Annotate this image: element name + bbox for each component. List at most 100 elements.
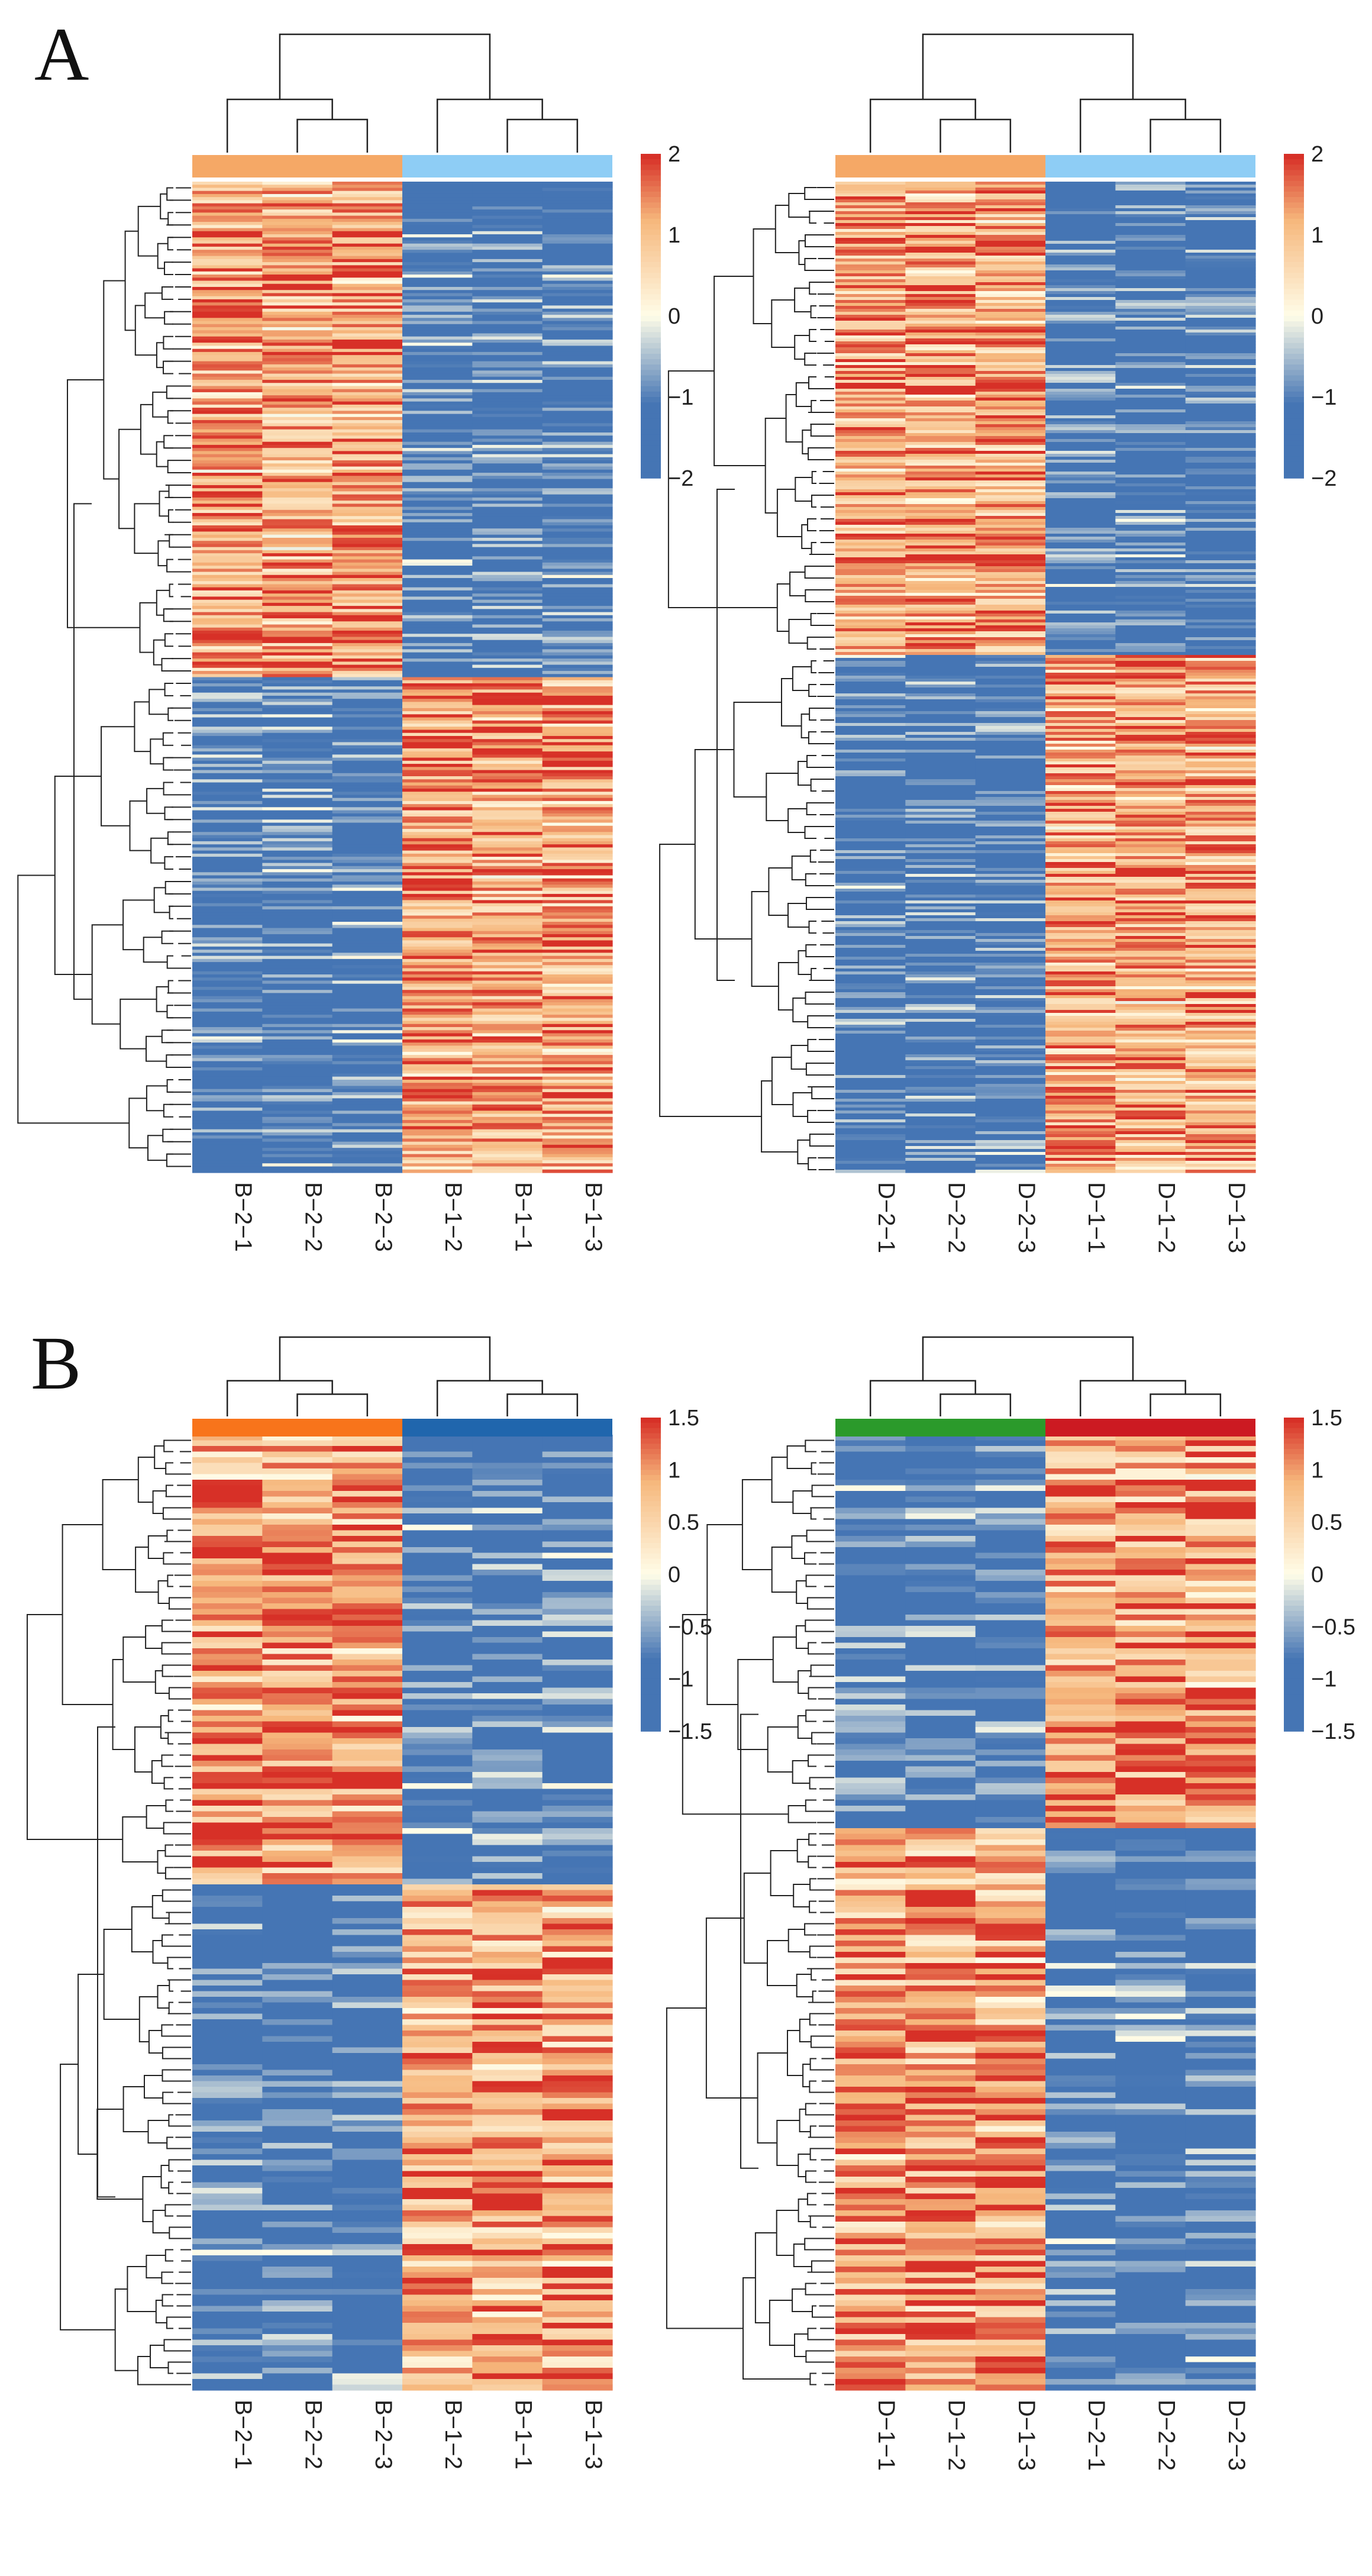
heatmap-cell xyxy=(905,602,976,605)
heatmap-cell xyxy=(332,1665,403,1671)
heatmap-cell xyxy=(835,477,906,481)
heatmap-cell xyxy=(975,572,1046,576)
heatmap-cell xyxy=(975,794,1046,798)
heatmap-cell xyxy=(262,2070,333,2076)
heatmap-cell xyxy=(262,1738,333,1745)
heatmap-cell xyxy=(905,563,976,567)
heatmap-cell xyxy=(402,1033,473,1037)
heatmap-cell xyxy=(1115,226,1186,230)
heatmap-cell xyxy=(192,218,263,222)
heatmap-cell xyxy=(402,881,473,885)
heatmap-cell xyxy=(1045,1164,1116,1167)
heatmap-cell xyxy=(905,220,976,224)
heatmap-cell xyxy=(975,374,1046,377)
dendrogram-branch xyxy=(771,299,795,348)
heatmap-cell xyxy=(1185,815,1256,818)
heatmap-cell xyxy=(402,2103,473,2110)
heatmap-cell xyxy=(402,813,473,817)
heatmap-cell xyxy=(402,925,473,929)
heatmap-cell xyxy=(835,575,906,579)
heatmap-cell xyxy=(835,1054,906,1058)
heatmap-cell xyxy=(905,315,976,318)
heatmap-cell xyxy=(905,853,976,857)
column-group-bar xyxy=(192,155,402,177)
heatmap-cell xyxy=(1045,619,1116,623)
heatmap-cell xyxy=(905,906,976,910)
heatmap-cell xyxy=(542,863,613,867)
heatmap-cell xyxy=(472,454,543,458)
heatmap-cell xyxy=(905,1105,976,1108)
heatmap-cell xyxy=(192,1744,263,1750)
heatmap-cell xyxy=(542,1923,613,1930)
heatmap-cell xyxy=(975,1111,1046,1114)
heatmap-cell xyxy=(402,367,473,371)
heatmap-cell xyxy=(542,993,613,997)
heatmap-cell xyxy=(905,389,976,392)
heatmap-cell xyxy=(402,612,473,616)
heatmap-cell xyxy=(975,673,1046,676)
heatmap-cell xyxy=(472,785,543,789)
heatmap-cell xyxy=(905,1016,976,1019)
heatmap-cell xyxy=(262,193,333,198)
heatmap-cell xyxy=(192,476,263,480)
heatmap-cell xyxy=(1045,507,1116,511)
heatmap-cell xyxy=(975,1087,1046,1090)
heatmap-cell xyxy=(262,1705,333,1711)
heatmap-cell xyxy=(1045,847,1116,851)
heatmap-cell xyxy=(542,624,613,628)
heatmap-cell xyxy=(1115,1075,1186,1079)
heatmap-cell xyxy=(402,1811,473,1818)
heatmap-cell xyxy=(975,442,1046,446)
heatmap-cell xyxy=(542,1935,613,1941)
heatmap-cell xyxy=(542,999,613,1003)
heatmap-cell xyxy=(402,745,473,749)
heatmap-cell xyxy=(975,939,1046,942)
heatmap-cell xyxy=(472,392,543,396)
colorbar-tick-label: 0 xyxy=(1311,304,1323,329)
heatmap-cell xyxy=(1045,874,1116,877)
heatmap-cell xyxy=(192,1435,263,1441)
heatmap-cell xyxy=(835,661,906,664)
heatmap-cell xyxy=(835,1093,906,1096)
heatmap-cell xyxy=(1045,643,1116,647)
heatmap-cell xyxy=(1045,430,1116,434)
heatmap-cell xyxy=(542,757,613,761)
heatmap-cell xyxy=(1115,1016,1186,1019)
heatmap-cell xyxy=(542,593,613,597)
heatmap-cell xyxy=(975,495,1046,499)
heatmap-cell xyxy=(542,1811,613,1818)
dendrogram-branch xyxy=(788,193,810,218)
heatmap-cell xyxy=(332,599,403,603)
heatmap-cell xyxy=(262,887,333,892)
heatmap-cell xyxy=(262,903,333,907)
heatmap-cell xyxy=(1115,720,1186,724)
heatmap-cell xyxy=(402,1005,473,1009)
heatmap-cell xyxy=(472,550,543,554)
heatmap-cell xyxy=(402,596,473,601)
heatmap-cell xyxy=(262,482,333,486)
heatmap-cell xyxy=(542,1615,613,1621)
heatmap-cell xyxy=(472,1111,543,1115)
heatmap-cell xyxy=(192,1144,263,1148)
heatmap-cell xyxy=(975,735,1046,738)
heatmap-cell xyxy=(192,1536,263,1542)
heatmap-cell xyxy=(472,438,543,443)
heatmap-cell xyxy=(262,262,333,266)
heatmap-cell xyxy=(1115,764,1186,768)
heatmap-cell xyxy=(835,395,906,398)
heatmap-cell xyxy=(262,1822,333,1829)
heatmap-cell xyxy=(262,1457,333,1464)
dendrogram-branch xyxy=(156,589,170,616)
heatmap-cell xyxy=(332,283,403,288)
heatmap-cell xyxy=(905,229,976,233)
heatmap-cell xyxy=(1115,992,1186,996)
heatmap-cell xyxy=(1115,208,1186,212)
heatmap-cell xyxy=(1115,619,1186,623)
heatmap-cell xyxy=(1045,229,1116,233)
heatmap-cell xyxy=(332,1896,403,1902)
dendrogram-branch xyxy=(161,658,173,672)
heatmap-cell xyxy=(835,525,906,528)
heatmap-cell xyxy=(262,1039,333,1043)
heatmap-cell xyxy=(542,1833,613,1840)
heatmap-cell xyxy=(975,1113,1046,1117)
